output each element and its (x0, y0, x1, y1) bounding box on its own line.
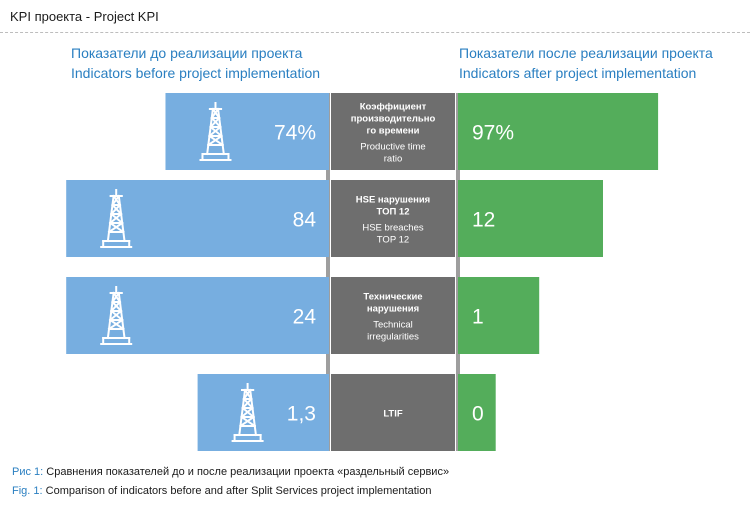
category-label-en: Productive time (360, 142, 425, 153)
before-bar (165, 93, 329, 170)
left-divider-strip (326, 93, 330, 451)
category-label-ru: HSE нарушения (356, 195, 430, 206)
right-divider-strip (456, 93, 460, 451)
page-title: KPI проекта - Project KPI (10, 9, 159, 24)
after-value-label: 0 (472, 403, 484, 426)
after-bar (458, 277, 540, 354)
oil-derrick-icon (199, 102, 232, 161)
category-label-en: ratio (384, 154, 402, 165)
before-header-ru: Показатели до реализации проекта (71, 45, 303, 61)
caption-en-text: Comparison of indicators before and afte… (42, 485, 432, 497)
after-value-label: 1 (472, 306, 484, 329)
category-label-ru: Коэффициент (360, 102, 427, 113)
category-label-en: irregularities (367, 332, 419, 343)
category-box (331, 93, 455, 170)
caption-ru-text: Сравнения показателей до и после реализа… (43, 466, 450, 478)
before-value-label: 24 (293, 306, 317, 329)
after-header-en: Indicators after project implementation (459, 65, 697, 81)
category-label-ru: го времени (367, 126, 420, 137)
before-bar (197, 374, 329, 451)
after-value-label: 12 (472, 209, 495, 232)
after-bar (458, 374, 496, 451)
after-header-ru: Показатели после реализации проекта (459, 45, 713, 61)
before-bar (66, 180, 329, 257)
before-header-en: Indicators before project implementation (71, 65, 321, 81)
title-divider (0, 32, 750, 33)
category-box (331, 374, 455, 451)
category-label-ru: производительно (351, 114, 436, 125)
before-value-label: 84 (293, 209, 317, 232)
category-label-ru: ТОП 12 (377, 207, 410, 218)
after-value-label: 97% (472, 122, 514, 145)
category-label-ru: Технические (363, 292, 422, 303)
after-bar (458, 180, 603, 257)
after-header: Показатели после реализации проекта Indi… (459, 43, 713, 83)
category-label-en: TOP 12 (377, 235, 409, 246)
before-header: Показатели до реализации проекта Indicat… (71, 43, 320, 83)
caption-en-prefix: Fig. 1: (12, 485, 43, 497)
after-bar (458, 93, 659, 170)
category-label-en: Technical (373, 320, 413, 331)
oil-derrick-icon (100, 286, 133, 345)
category-label-ru: нарушения (367, 304, 419, 315)
category-box (331, 180, 455, 257)
category-label-ru: LTIF (383, 409, 403, 420)
oil-derrick-icon (100, 189, 133, 248)
oil-derrick-icon (231, 383, 264, 442)
caption-en: Fig. 1: Comparison of indicators before … (12, 485, 431, 497)
before-bar (66, 277, 329, 354)
before-value-label: 1,3 (287, 403, 316, 426)
caption-ru-prefix: Рис 1: (12, 466, 44, 478)
caption-ru: Рис 1: Сравнения показателей до и после … (12, 466, 449, 478)
category-label-en: HSE breaches (362, 223, 424, 234)
before-value-label: 74% (274, 122, 316, 145)
category-box (331, 277, 455, 354)
